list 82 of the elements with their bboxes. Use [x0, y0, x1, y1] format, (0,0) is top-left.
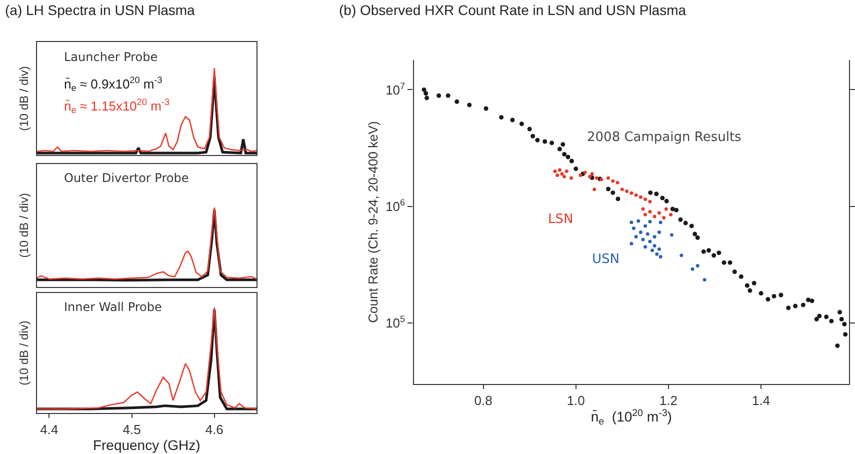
point [632, 226, 636, 230]
x-tick-label: 4.6 [205, 422, 224, 437]
point [648, 240, 652, 244]
y-axis-title: (10 dB / div) [16, 320, 31, 386]
x-tick-label: 0.8 [474, 392, 492, 408]
point [592, 188, 596, 192]
x-tick-label: 1.2 [659, 392, 678, 408]
point [641, 207, 645, 211]
text: Launcher Probe [64, 50, 158, 64]
y-axis-title: (10 dB / div) [16, 193, 31, 258]
point [630, 191, 634, 195]
point [657, 247, 661, 251]
y-tick-label: 10$^{7}$ [386, 80, 406, 98]
text: n̄$_{e}$ ≈ 0.9x10$^{20}$ m$^{-3}$ [64, 75, 162, 94]
point [630, 220, 634, 224]
x-tick-label: 4.4 [40, 422, 58, 437]
x-tick-label: 4.5 [122, 422, 141, 437]
chart-title: (a) LH Spectra in USN Plasma [5, 2, 196, 18]
point [553, 170, 557, 174]
y-axis-title: (10 dB / div) [16, 66, 31, 131]
series-label: 2008 Campaign Results [587, 130, 742, 145]
point [644, 212, 648, 216]
point [625, 189, 629, 193]
point [634, 234, 638, 238]
chart-title: (b) Observed HXR Count Rate in LSN and USN Plasma [339, 2, 686, 18]
point [616, 180, 620, 184]
point [630, 242, 634, 246]
point [564, 170, 568, 174]
point [641, 238, 645, 242]
series-label: USN [592, 252, 620, 267]
point [696, 264, 700, 268]
x-axis-title: n̄$_{e}$ (10$^{20}$ m$^{-3}$) [590, 408, 672, 428]
point [664, 207, 668, 211]
point [655, 252, 659, 256]
point [670, 233, 674, 237]
point [611, 179, 615, 183]
point [690, 267, 694, 271]
point [583, 170, 587, 174]
point [644, 198, 648, 202]
point [648, 200, 652, 204]
point [638, 195, 642, 199]
series-label: n̄$_{e}$ ≈ 1.15x10$^{20}$ m$^{-3}$ [64, 97, 170, 116]
point [556, 173, 560, 177]
x-tick-label: 1.4 [752, 392, 770, 408]
point [650, 248, 654, 252]
y-tick-label: 10$^{5}$ [386, 314, 406, 331]
point [590, 172, 594, 176]
point [680, 254, 684, 258]
y-tick-label: 10$^{6}$ [386, 197, 406, 214]
point [620, 188, 624, 192]
point [662, 216, 666, 220]
point [636, 219, 640, 223]
point [560, 172, 564, 176]
point [578, 173, 582, 177]
point [646, 232, 650, 236]
point [648, 210, 652, 214]
x-tick-label: 1.0 [566, 392, 585, 408]
point [658, 220, 662, 224]
point [652, 214, 656, 218]
point [562, 174, 566, 178]
x-axis-title: Frequency (GHz) [92, 436, 200, 453]
point [638, 230, 642, 234]
text: LSN [548, 212, 574, 227]
point [588, 174, 592, 178]
point [634, 193, 638, 197]
point [657, 230, 661, 234]
point [669, 212, 673, 216]
y-axis-title: Count Rate (Ch. 9-24, 20-400 keV) [366, 121, 381, 323]
annotation: Inner Wall Probe [64, 300, 162, 314]
point [594, 176, 598, 180]
point [658, 255, 662, 259]
point [648, 220, 652, 224]
point [702, 278, 706, 282]
text: Outer Divertor Probe [64, 171, 189, 185]
point [644, 245, 648, 249]
point [652, 234, 656, 238]
point [569, 176, 573, 180]
point [644, 224, 648, 228]
point [652, 244, 656, 248]
point [558, 168, 562, 172]
point [606, 176, 610, 180]
point [657, 211, 661, 215]
